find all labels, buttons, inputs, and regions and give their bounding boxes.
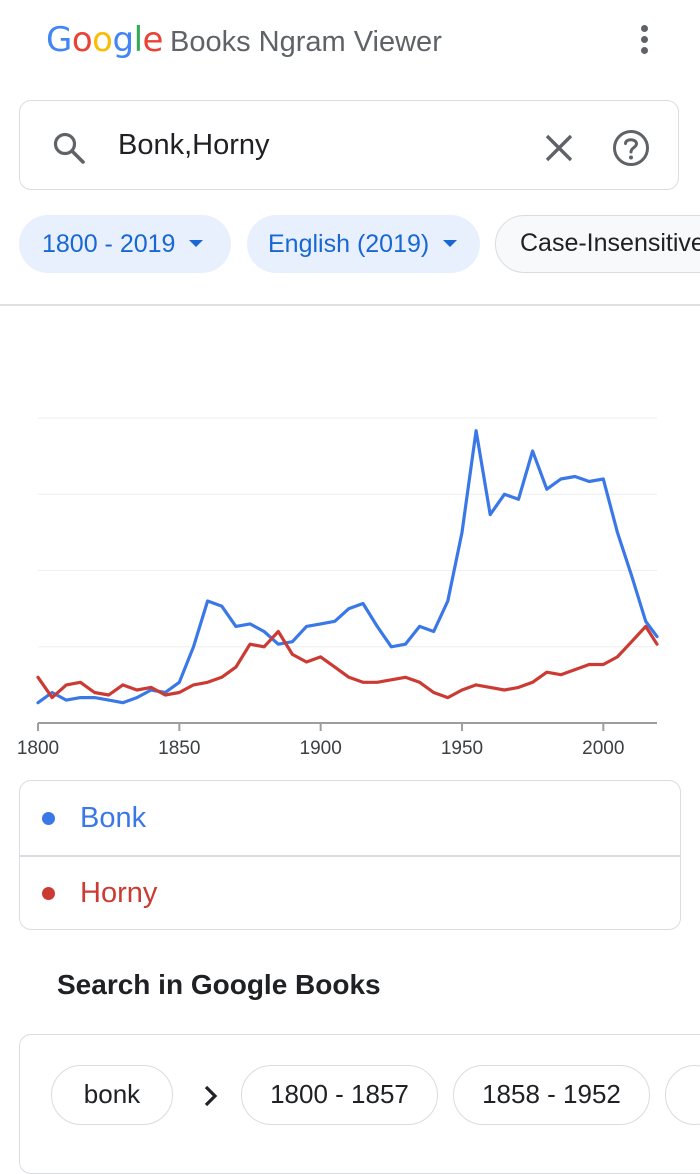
- logo-letter: e: [142, 20, 164, 60]
- help-icon[interactable]: [612, 129, 650, 167]
- x-tick-label: 1900: [300, 738, 342, 759]
- series-dot-icon: [42, 887, 55, 900]
- divider: [0, 304, 700, 306]
- search-icon[interactable]: [52, 131, 86, 165]
- corpus-chip[interactable]: English (2019): [247, 215, 480, 273]
- dropdown-caret-icon: [189, 239, 204, 247]
- chevron-right-icon: [204, 1085, 218, 1107]
- corpus-label: English (2019): [268, 230, 430, 258]
- case-chip[interactable]: Case-Insensitive: [495, 215, 700, 273]
- x-tick-label: 1850: [158, 738, 200, 759]
- legend-divider: [20, 855, 680, 857]
- google-logo[interactable]: Google: [46, 18, 163, 62]
- series-line-bonk: [36, 429, 659, 705]
- app-title: Books Ngram Viewer: [170, 26, 442, 58]
- legend: Bonk Horny: [19, 780, 681, 930]
- logo-letter: l: [133, 20, 143, 60]
- logo-letter: o: [71, 20, 93, 60]
- series-line-horny: [36, 624, 659, 700]
- logo-letter: g: [112, 20, 134, 60]
- range-pill-1[interactable]: 1800 - 1857: [241, 1065, 438, 1125]
- app-header: Google Books Ngram Viewer: [0, 0, 700, 86]
- x-tick-label: 1800: [17, 738, 59, 759]
- search-box: [19, 100, 679, 190]
- term-pill[interactable]: bonk: [51, 1065, 173, 1125]
- year-range-label: 1800 - 2019: [42, 230, 176, 258]
- legend-label: Bonk: [80, 802, 147, 834]
- legend-label: Horny: [80, 877, 158, 909]
- logo-letter: G: [46, 20, 72, 60]
- year-range-chip[interactable]: 1800 - 2019: [19, 215, 231, 273]
- close-icon[interactable]: [542, 131, 576, 165]
- section-title: Search in Google Books: [57, 969, 381, 1000]
- x-tick-label: 2000: [582, 738, 624, 759]
- series-dot-icon: [42, 812, 55, 825]
- range-pill-2[interactable]: 1858 - 1952: [453, 1065, 650, 1125]
- x-tick-label: 1950: [441, 738, 483, 759]
- case-label: Case-Insensitive: [520, 229, 700, 257]
- legend-item-bonk[interactable]: Bonk: [20, 781, 680, 855]
- search-input[interactable]: [118, 125, 518, 165]
- ngram-chart-svg[interactable]: 1800 1850 1900 1950 2000: [0, 400, 700, 770]
- more-vert-icon[interactable]: [630, 22, 658, 62]
- dropdown-caret-icon: [443, 239, 458, 247]
- legend-item-horny[interactable]: Horny: [20, 856, 680, 930]
- logo-letter: o: [92, 20, 113, 60]
- ngram-chart[interactable]: 1800 1850 1900 1950 2000: [0, 400, 700, 770]
